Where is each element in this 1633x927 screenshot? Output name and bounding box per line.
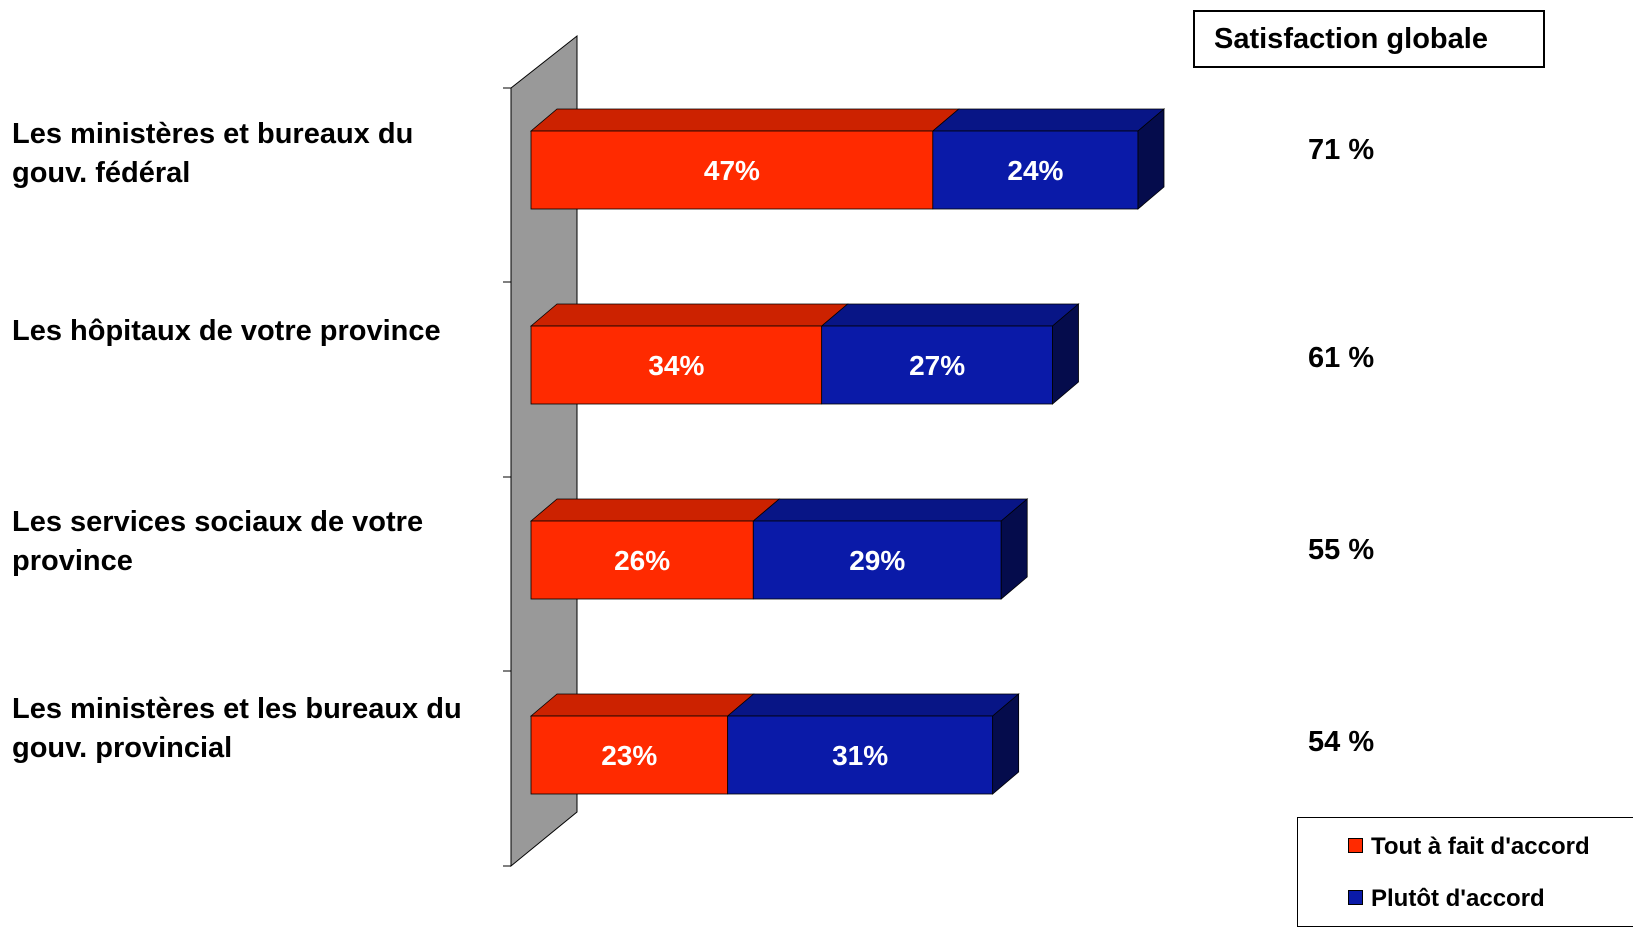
total-value-1: 71 %	[1308, 134, 1375, 166]
bar-plutot-1	[931, 108, 1166, 210]
legend-item-plutot: Plutôt d'accord	[1348, 885, 1545, 913]
bar-plutot-3	[752, 498, 1029, 600]
legend: Tout à fait d'accord Plutôt d'accord	[1297, 817, 1633, 927]
category-label-2: Les hôpitaux de votre province	[12, 315, 441, 347]
legend-item-tout-a-fait: Tout à fait d'accord	[1348, 833, 1590, 861]
category-label-1: Les ministères et bureaux du gouv. fédér…	[12, 118, 414, 189]
legend-label-plutot: Plutôt d'accord	[1371, 885, 1545, 912]
total-value-3: 55 %	[1308, 534, 1375, 566]
total-value-2: 61 %	[1308, 342, 1375, 374]
data-label-tout-a-fait-1: 47%	[704, 155, 760, 186]
bar-plutot-4	[726, 693, 1020, 795]
totals-header: Satisfaction globale	[1193, 10, 1545, 68]
total-value-4: 54 %	[1308, 726, 1375, 758]
data-label-tout-a-fait-4: 23%	[601, 740, 657, 771]
bar-tout-a-fait-3	[529, 498, 781, 600]
legend-label-tout-a-fait: Tout à fait d'accord	[1371, 833, 1590, 860]
legend-swatch-blue	[1348, 890, 1363, 905]
data-label-tout-a-fait-2: 34%	[648, 350, 704, 381]
data-label-plutot-1: 24%	[1007, 155, 1063, 186]
data-label-plutot-3: 29%	[849, 545, 905, 576]
legend-swatch-red	[1348, 838, 1363, 853]
data-label-plutot-4: 31%	[832, 740, 888, 771]
category-label-3: Les services sociaux de votre province	[12, 506, 424, 577]
category-label-4: Les ministères et les bureaux du gouv. p…	[12, 693, 462, 764]
bar-plutot-2	[820, 303, 1080, 405]
data-label-tout-a-fait-3: 26%	[614, 545, 670, 576]
bar-tout-a-fait-2	[529, 303, 849, 405]
axis-wall	[510, 34, 578, 868]
data-label-plutot-2: 27%	[909, 350, 965, 381]
bar-tout-a-fait-4	[529, 693, 755, 795]
